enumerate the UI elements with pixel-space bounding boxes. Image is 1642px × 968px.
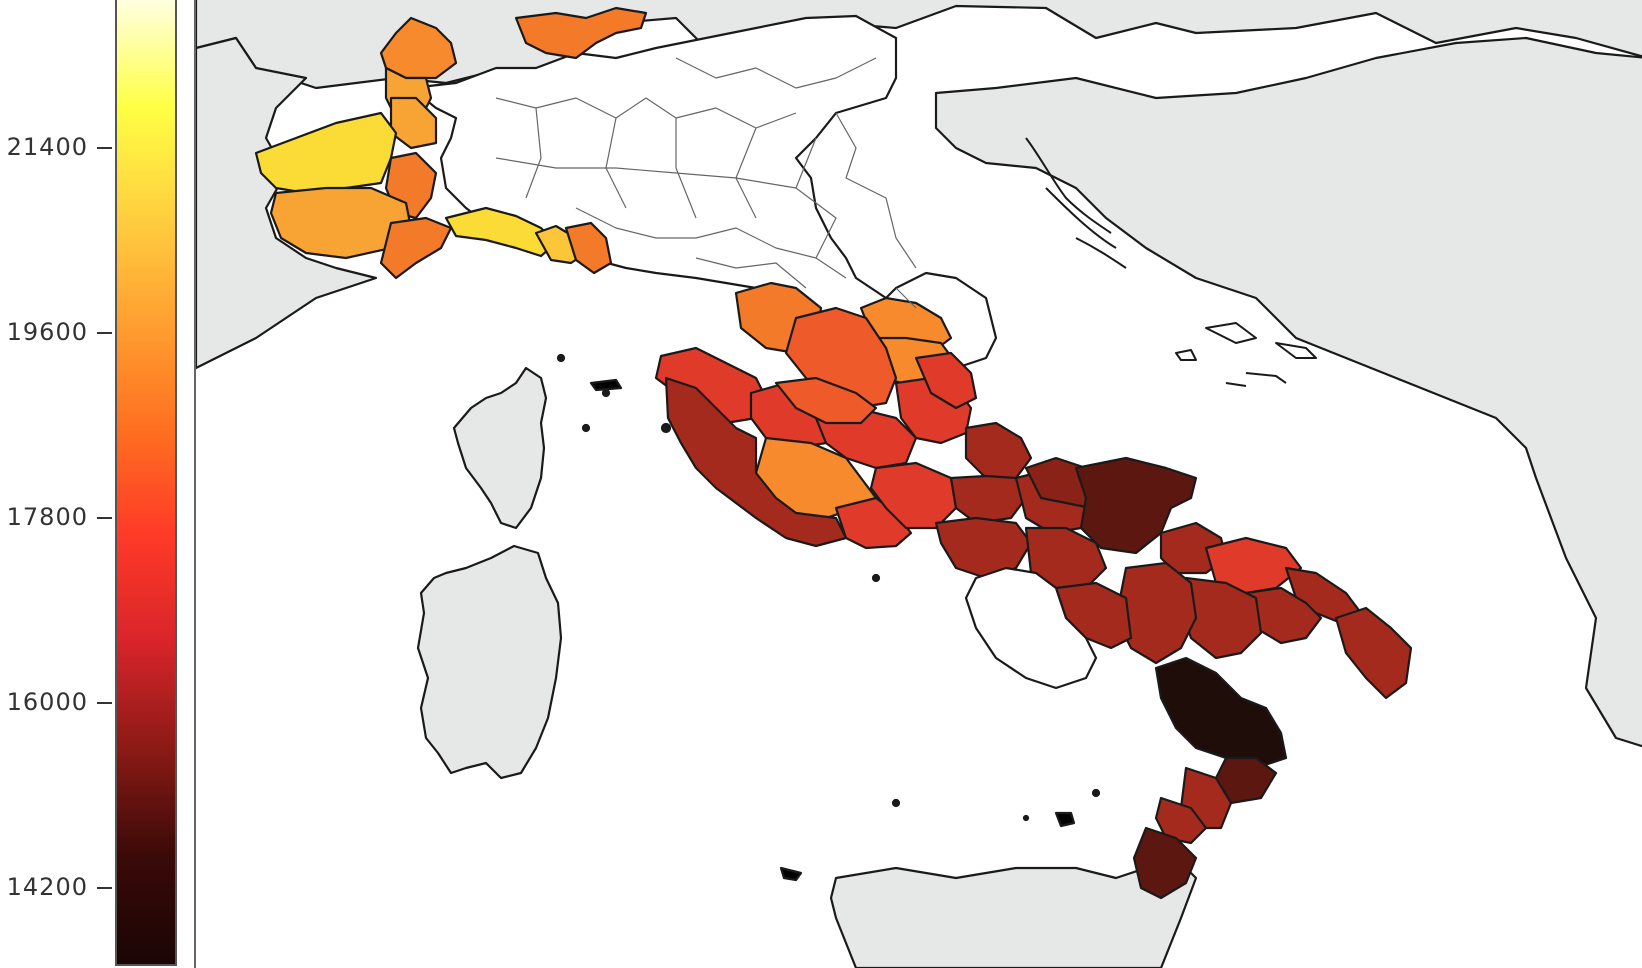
region-vibo (1154, 796, 1208, 845)
colorbar-tick-label: 14200 (6, 873, 88, 901)
region-chieti (964, 421, 1033, 480)
region-foggia (1074, 456, 1198, 555)
region-lecce (1334, 606, 1413, 700)
region-imperia (379, 216, 453, 280)
region-abruzzo-mid (914, 351, 978, 410)
region-frosinone (869, 461, 958, 530)
colorbar-tick-label: 16000 (6, 688, 88, 716)
land-balkans (934, 36, 1642, 748)
colorbar-gradient (115, 0, 177, 966)
colorbar-tick-mark (97, 517, 112, 519)
colorbar-tick-label: 21400 (6, 133, 88, 161)
region-ticino-north (514, 6, 648, 60)
region-lazio-coast (664, 376, 848, 548)
land-corsica (452, 366, 548, 530)
colorbar-tick-label: 19600 (6, 318, 88, 346)
region-reggio-calabria (1132, 826, 1198, 900)
colorbar-tick-mark (97, 702, 112, 704)
region-piemonte-mid (389, 96, 438, 150)
map-panel (194, 0, 1642, 968)
region-cosenza (1154, 656, 1288, 770)
region-unfilled-naples (964, 566, 1098, 690)
region-terni (774, 376, 878, 425)
colorbar-tick-mark (97, 887, 112, 889)
land-france (196, 36, 378, 370)
land-sardinia (416, 544, 563, 780)
colorbar-tick-mark (97, 147, 112, 149)
colorbar-tick-label: 17800 (6, 503, 88, 531)
colorbar-tick-mark (97, 332, 112, 334)
region-caserta (934, 516, 1033, 580)
colorbar-legend: 21400 19600 17800 16000 14200 (0, 0, 195, 966)
italy-choropleth-map (196, 0, 1642, 968)
region-molise (949, 474, 1028, 525)
region-torino (254, 111, 398, 195)
region-la-spezia (564, 221, 613, 275)
